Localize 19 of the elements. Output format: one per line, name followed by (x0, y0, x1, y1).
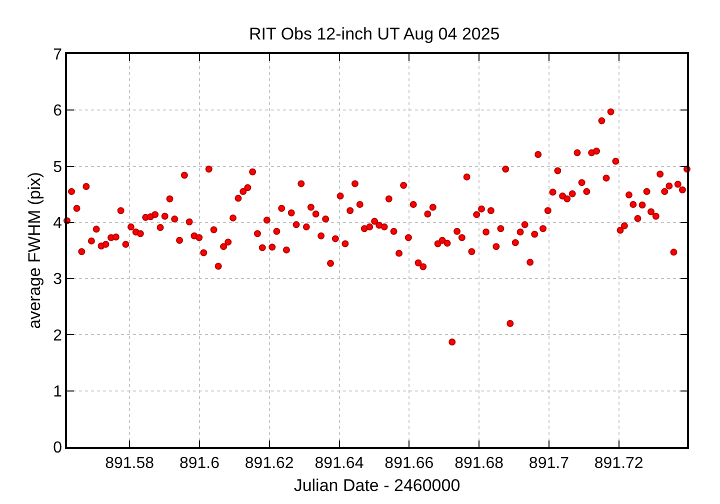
y-tick-label: 5 (53, 158, 62, 176)
y-axis-title: average FWHM (pix) (25, 172, 44, 329)
x-tick-label: 891.72 (594, 454, 644, 472)
x-axis-title: Julian Date - 2460000 (294, 476, 460, 495)
y-tick-label: 3 (53, 271, 62, 288)
x-tick-label: 891.68 (454, 454, 504, 472)
y-tick-label: 1 (53, 383, 62, 400)
y-tick-label: 7 (53, 46, 62, 64)
x-tick-label: 891.6 (179, 454, 220, 472)
x-tick-label: 891.66 (384, 454, 434, 472)
y-tick-label: 6 (53, 102, 62, 120)
x-tick-label: 891.62 (244, 454, 294, 472)
y-tick-label: 2 (53, 327, 62, 344)
x-tick-label: 891.58 (105, 454, 154, 472)
y-tick-label: 0 (53, 440, 62, 457)
x-tick-label: 891.64 (314, 454, 364, 472)
x-tick-label: 891.7 (528, 454, 570, 472)
y-tick-label: 4 (53, 215, 62, 232)
chart-title: RIT Obs 12-inch UT Aug 04 2025 (249, 24, 500, 44)
